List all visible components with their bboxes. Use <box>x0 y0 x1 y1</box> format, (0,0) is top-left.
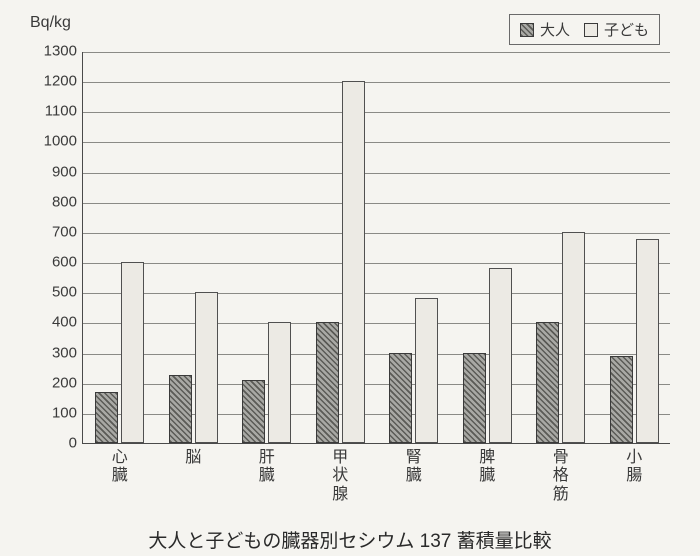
x-category-label: 肝 臓 <box>252 443 282 486</box>
cesium-organ-chart: Bq/kg 大人 子ども 010020030040050060070080090… <box>0 0 700 556</box>
bar-child <box>636 239 659 443</box>
bar-child <box>268 322 291 443</box>
y-tick-label: 1000 <box>44 133 83 150</box>
bar-adult <box>242 380 265 443</box>
y-tick-label: 600 <box>52 254 83 271</box>
x-category-label: 腎 臓 <box>399 443 429 486</box>
gridline <box>83 142 670 143</box>
y-tick-label: 400 <box>52 314 83 331</box>
legend-swatch-child <box>584 23 598 37</box>
y-tick-label: 0 <box>69 435 83 452</box>
y-tick-label: 1300 <box>44 43 83 60</box>
legend-item-child: 子ども <box>584 19 649 40</box>
bar-child <box>342 81 365 443</box>
x-category-label: 甲 状 腺 <box>325 443 355 504</box>
legend-swatch-adult <box>520 23 534 37</box>
gridline <box>83 112 670 113</box>
bar-adult <box>463 353 486 443</box>
bar-child <box>415 298 438 443</box>
y-tick-label: 100 <box>52 404 83 421</box>
legend-item-adult: 大人 <box>520 19 570 40</box>
y-tick-label: 800 <box>52 193 83 210</box>
chart-caption: 大人と子どもの臓器別セシウム 137 蓄積量比較 <box>0 526 700 553</box>
legend-label-child: 子ども <box>604 19 649 40</box>
x-category-label: 脳 <box>178 443 208 467</box>
gridline <box>83 52 670 53</box>
gridline <box>83 173 670 174</box>
y-tick-label: 900 <box>52 163 83 180</box>
gridline <box>83 82 670 83</box>
y-tick-label: 200 <box>52 374 83 391</box>
bar-child <box>121 262 144 443</box>
bar-adult <box>389 353 412 443</box>
plot-area: 0100200300400500600700800900100011001200… <box>82 52 670 444</box>
x-category-label: 脾 臓 <box>472 443 502 486</box>
y-tick-label: 700 <box>52 223 83 240</box>
bar-adult <box>610 356 633 443</box>
x-category-label: 心 臓 <box>105 443 135 486</box>
bar-adult <box>95 392 118 443</box>
gridline <box>83 203 670 204</box>
y-tick-label: 1100 <box>45 103 83 120</box>
y-axis-unit: Bq/kg <box>30 14 71 32</box>
bar-adult <box>316 322 339 443</box>
bar-adult <box>536 322 559 443</box>
bar-child <box>489 268 512 443</box>
bar-child <box>562 232 585 443</box>
legend-label-adult: 大人 <box>540 19 570 40</box>
y-tick-label: 500 <box>52 284 83 301</box>
x-category-label: 骨 格 筋 <box>546 443 576 504</box>
x-category-label: 小 腸 <box>619 443 649 486</box>
y-tick-label: 1200 <box>44 73 83 90</box>
bar-adult <box>169 375 192 443</box>
legend: 大人 子ども <box>509 14 660 45</box>
bar-child <box>195 292 218 443</box>
y-tick-label: 300 <box>52 344 83 361</box>
